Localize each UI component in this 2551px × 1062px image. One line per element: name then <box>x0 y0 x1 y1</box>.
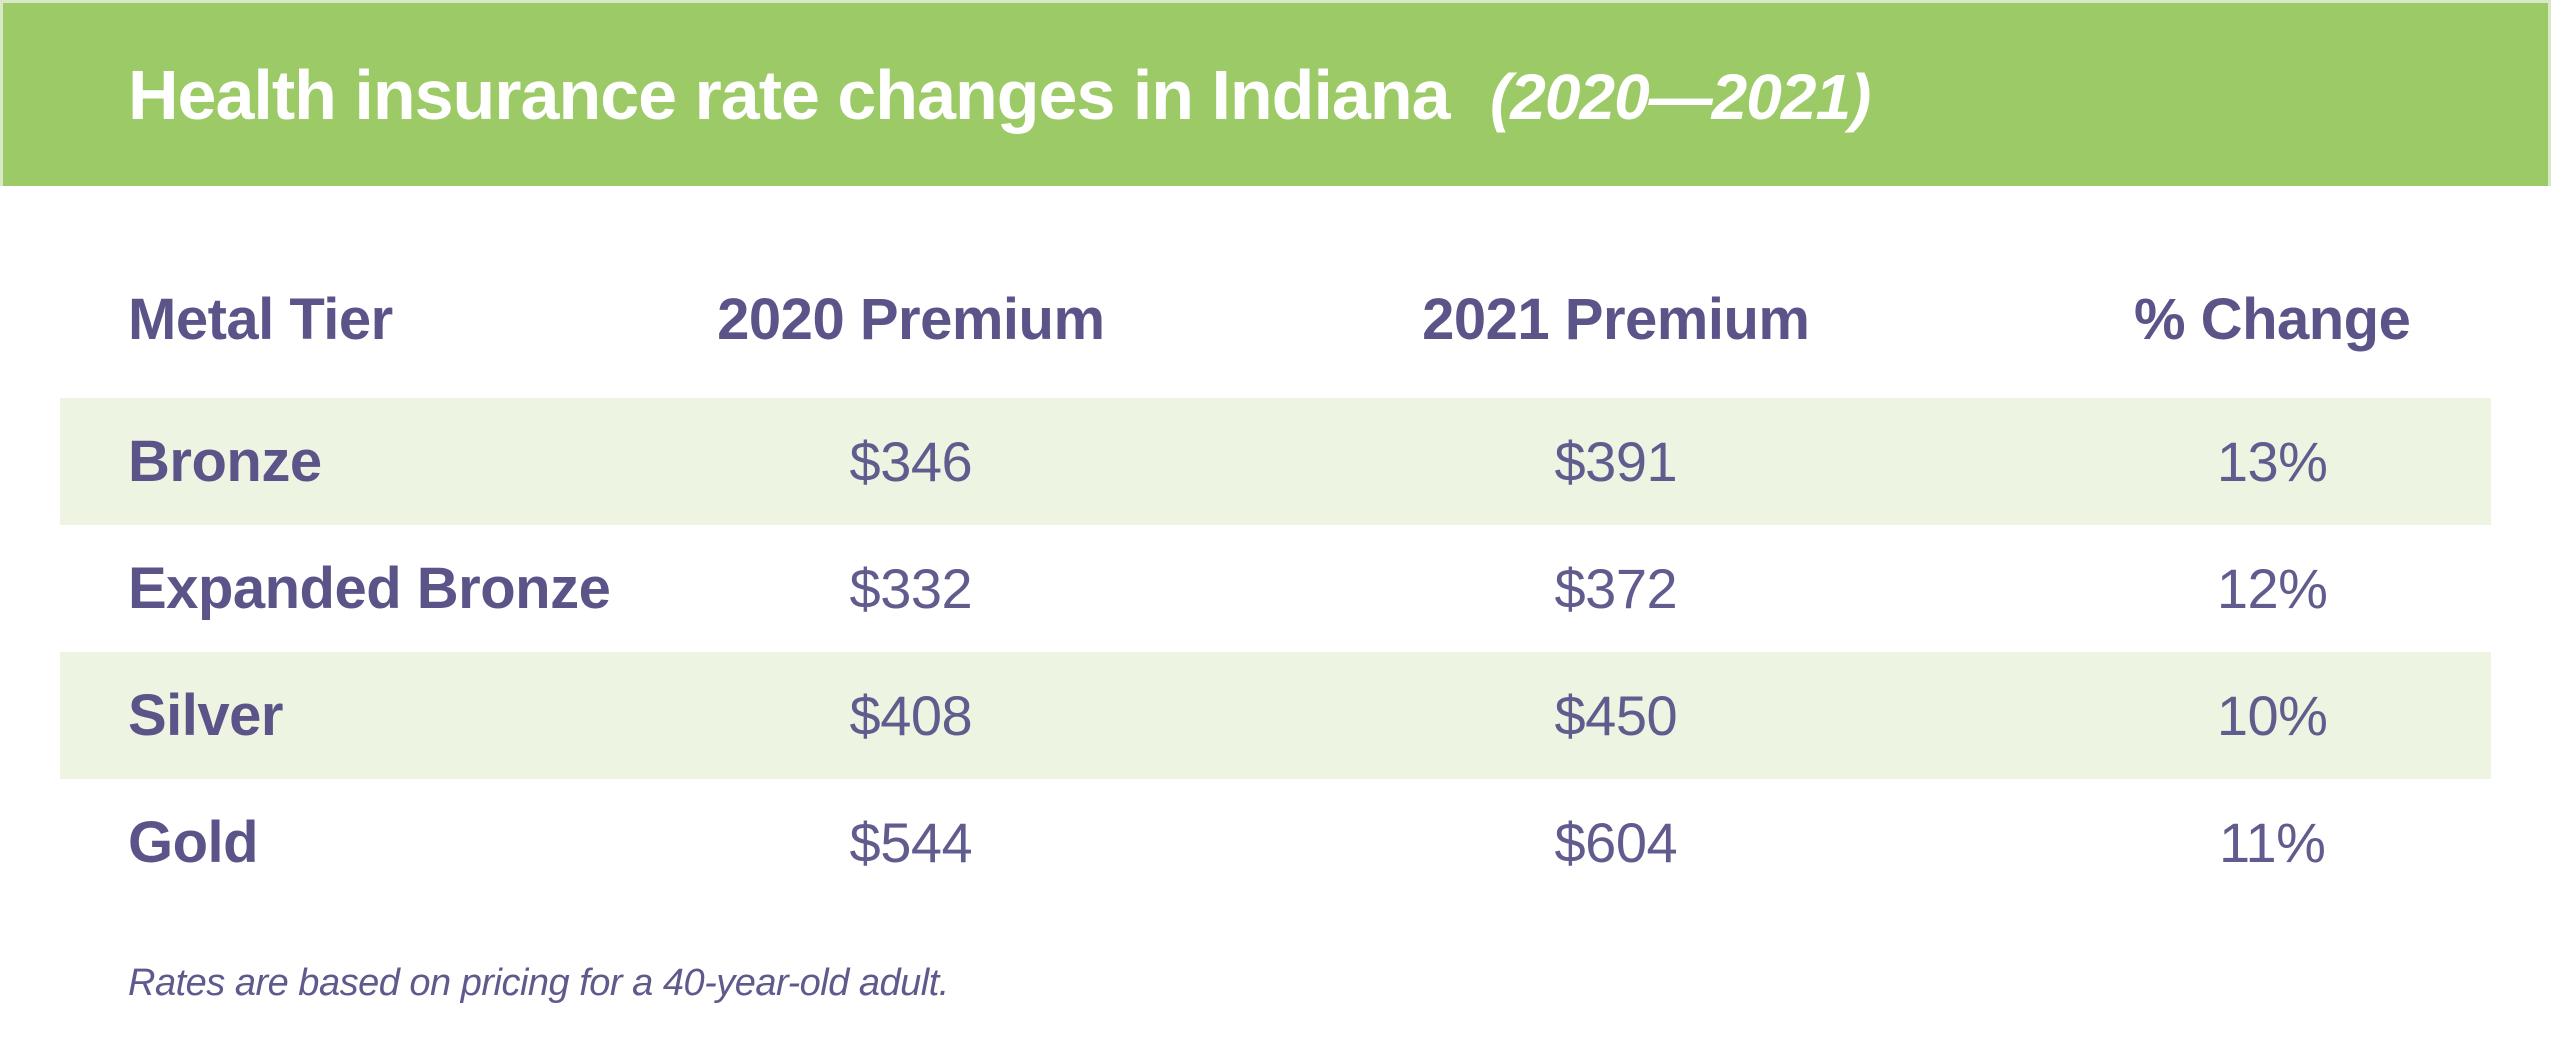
premium-2021-cell: $450 <box>1554 684 1678 747</box>
table-row-expanded-bronze: Expanded Bronze $332 $372 12% <box>60 525 2491 652</box>
tier-name-cell: Silver <box>128 683 284 748</box>
premium-2021-cell: $604 <box>1554 811 1678 874</box>
rate-table: Metal Tier 2020 Premium 2021 Premium % C… <box>60 240 2491 906</box>
table-row-bronze: Bronze $346 $391 13% <box>60 398 2491 525</box>
premium-2020-cell: $544 <box>849 811 973 874</box>
pct-change-cell: 13% <box>2216 430 2328 493</box>
premium-2020-cell: $408 <box>849 684 973 747</box>
pct-change-cell: 11% <box>2218 811 2326 874</box>
tier-name-cell: Bronze <box>128 429 322 494</box>
column-header-2021-premium: 2021 Premium <box>1422 286 1810 352</box>
column-header-metal-tier: Metal Tier <box>128 286 393 352</box>
premium-2021-cell: $391 <box>1554 430 1678 493</box>
table-row-gold: Gold $544 $604 11% <box>60 779 2491 906</box>
premium-2020-cell: $332 <box>849 557 973 620</box>
column-header-2020-premium: 2020 Premium <box>717 286 1105 352</box>
premium-2020-cell: $346 <box>849 430 973 493</box>
table-header-row: Metal Tier 2020 Premium 2021 Premium % C… <box>60 240 2491 398</box>
page-title: Health insurance rate changes in Indiana… <box>128 55 1871 135</box>
tier-name-cell: Gold <box>128 810 259 875</box>
footnote: Rates are based on pricing for a 40-year… <box>128 962 949 1004</box>
title-banner: Health insurance rate changes in Indiana… <box>0 0 2551 186</box>
tier-name-cell: Expanded Bronze <box>128 556 611 621</box>
pct-change-cell: 10% <box>2216 684 2328 747</box>
page-title-text: Health insurance rate changes in Indiana <box>128 55 1451 134</box>
table-row-silver: Silver $408 $450 10% <box>60 652 2491 779</box>
column-header-pct-change: % Change <box>2134 286 2411 352</box>
page-title-period: (2020—2021) <box>1489 60 1871 133</box>
premium-2021-cell: $372 <box>1554 557 1678 620</box>
pct-change-cell: 12% <box>2216 557 2328 620</box>
